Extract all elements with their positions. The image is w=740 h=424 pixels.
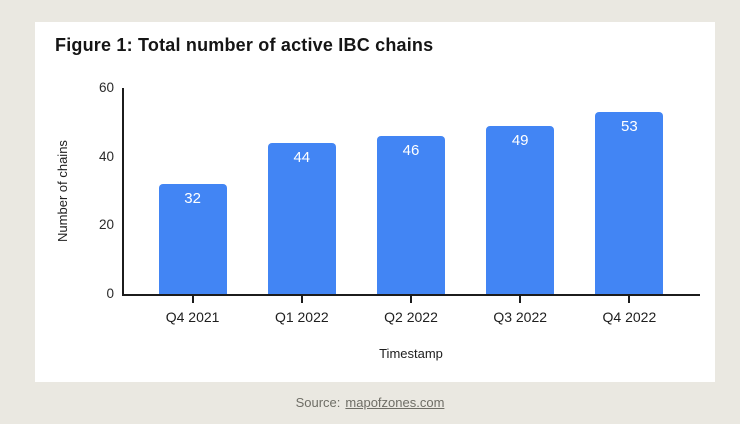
y-tick-label: 0 bbox=[106, 286, 114, 301]
bar-value-label: 44 bbox=[293, 149, 311, 166]
x-tick-mark bbox=[628, 296, 631, 303]
y-axis-tick-labels: 0 20 40 60 bbox=[70, 80, 114, 301]
bar-q2-2022: 46 bbox=[377, 136, 445, 294]
bar-q3-2022: 49 bbox=[486, 126, 555, 294]
x-tick-label: Q2 2022 bbox=[384, 309, 438, 325]
plot-area: 32 44 46 49 53 bbox=[124, 88, 698, 294]
bar-q4-2021: 32 bbox=[158, 184, 227, 294]
x-tick-mark bbox=[300, 296, 303, 303]
x-axis-line bbox=[122, 294, 700, 296]
bar-q4-2022: 53 bbox=[595, 112, 664, 294]
x-tick-label: Q4 2022 bbox=[602, 309, 657, 325]
chart-panel: Figure 1: Total number of active IBC cha… bbox=[35, 22, 715, 382]
y-tick-label: 40 bbox=[98, 148, 114, 164]
x-axis-title: Timestamp bbox=[379, 346, 443, 361]
chart-title: Figure 1: Total number of active IBC cha… bbox=[55, 35, 434, 55]
bar-value-label: 49 bbox=[511, 132, 529, 149]
x-tick-mark bbox=[191, 296, 194, 303]
bar-value-label: 53 bbox=[621, 118, 638, 135]
bar-value-label: 46 bbox=[402, 142, 420, 159]
source-line: Source: mapofzones.com bbox=[0, 395, 740, 410]
bar-value-label: 32 bbox=[184, 190, 201, 207]
x-tick-mark bbox=[410, 296, 412, 303]
source-link[interactable]: mapofzones.com bbox=[345, 395, 445, 410]
x-tick-label: Q4 2021 bbox=[165, 309, 220, 325]
y-axis-line bbox=[122, 88, 124, 296]
y-tick-label: 20 bbox=[98, 217, 114, 233]
x-axis-tick-area: Q4 2021 Q1 2022 Q2 2022 Q3 2022 Q4 2022 bbox=[124, 296, 698, 340]
bar-q1-2022: 44 bbox=[267, 143, 336, 294]
x-tick-mark bbox=[519, 296, 522, 303]
source-label: Source: bbox=[295, 395, 341, 410]
y-tick-label: 60 bbox=[98, 80, 114, 95]
x-tick-label: Q3 2022 bbox=[493, 309, 548, 325]
x-tick-label: Q1 2022 bbox=[274, 309, 329, 325]
